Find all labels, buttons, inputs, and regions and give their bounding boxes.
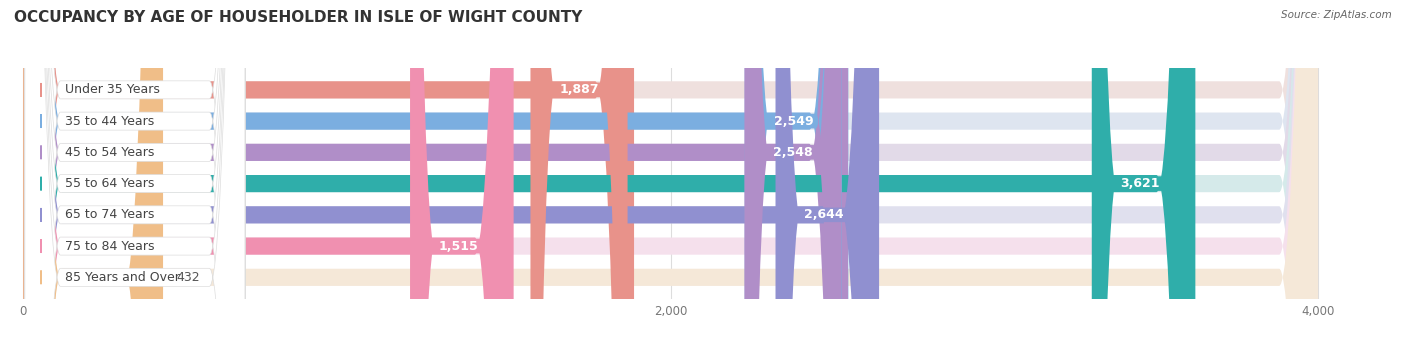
FancyBboxPatch shape: [530, 0, 627, 340]
FancyBboxPatch shape: [24, 0, 1317, 340]
FancyBboxPatch shape: [24, 0, 1317, 340]
Text: 2,644: 2,644: [804, 208, 844, 221]
FancyBboxPatch shape: [745, 0, 842, 340]
FancyBboxPatch shape: [24, 0, 1317, 340]
FancyBboxPatch shape: [24, 0, 1317, 340]
FancyBboxPatch shape: [411, 0, 508, 340]
FancyBboxPatch shape: [24, 0, 848, 340]
Text: Under 35 Years: Under 35 Years: [65, 83, 160, 96]
FancyBboxPatch shape: [24, 0, 1317, 340]
Text: 65 to 74 Years: 65 to 74 Years: [65, 208, 155, 221]
FancyBboxPatch shape: [25, 0, 245, 340]
FancyBboxPatch shape: [1092, 0, 1189, 340]
FancyBboxPatch shape: [25, 0, 245, 340]
Text: 3,621: 3,621: [1121, 177, 1160, 190]
Text: Source: ZipAtlas.com: Source: ZipAtlas.com: [1281, 10, 1392, 20]
FancyBboxPatch shape: [24, 0, 848, 340]
FancyBboxPatch shape: [744, 0, 842, 340]
FancyBboxPatch shape: [25, 0, 245, 340]
FancyBboxPatch shape: [24, 0, 163, 340]
FancyBboxPatch shape: [24, 0, 513, 340]
FancyBboxPatch shape: [24, 0, 879, 340]
FancyBboxPatch shape: [24, 0, 1195, 340]
FancyBboxPatch shape: [24, 0, 1317, 340]
Text: 2,549: 2,549: [773, 115, 813, 128]
Text: 432: 432: [176, 271, 200, 284]
Text: 2,548: 2,548: [773, 146, 813, 159]
Text: OCCUPANCY BY AGE OF HOUSEHOLDER IN ISLE OF WIGHT COUNTY: OCCUPANCY BY AGE OF HOUSEHOLDER IN ISLE …: [14, 10, 582, 25]
Text: 85 Years and Over: 85 Years and Over: [65, 271, 180, 284]
FancyBboxPatch shape: [776, 0, 873, 340]
Text: 35 to 44 Years: 35 to 44 Years: [65, 115, 155, 128]
FancyBboxPatch shape: [24, 0, 634, 340]
Text: 75 to 84 Years: 75 to 84 Years: [65, 240, 155, 253]
Text: 45 to 54 Years: 45 to 54 Years: [65, 146, 155, 159]
Text: 55 to 64 Years: 55 to 64 Years: [65, 177, 155, 190]
FancyBboxPatch shape: [25, 0, 245, 340]
FancyBboxPatch shape: [25, 0, 245, 340]
FancyBboxPatch shape: [24, 0, 1317, 340]
FancyBboxPatch shape: [25, 0, 245, 340]
FancyBboxPatch shape: [25, 0, 245, 340]
Text: 1,515: 1,515: [439, 240, 478, 253]
Text: 1,887: 1,887: [560, 83, 599, 96]
